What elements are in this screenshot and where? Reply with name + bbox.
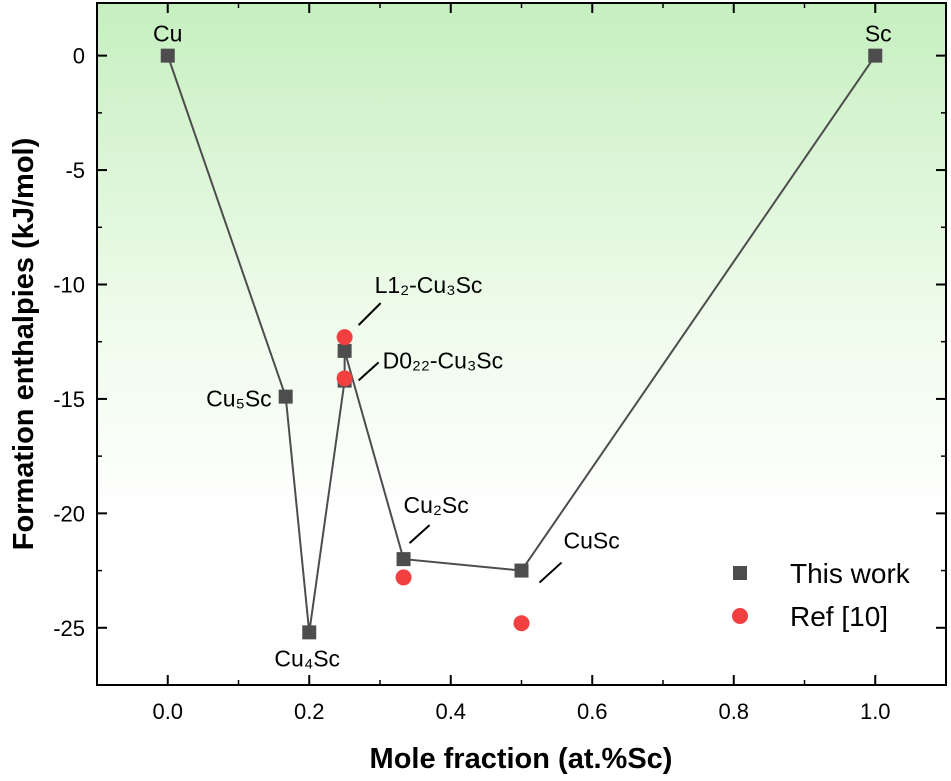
circle-marker [336, 329, 353, 346]
square-marker [396, 552, 411, 567]
circle-marker [395, 569, 412, 586]
y-tick-label: -5 [65, 158, 85, 183]
annotation-label: Sc [865, 21, 892, 47]
legend-entry-label: This work [790, 558, 911, 589]
square-marker [160, 48, 175, 63]
annotation-leader [538, 561, 563, 584]
x-tick-label: 0.8 [718, 699, 749, 724]
y-tick-label: -25 [53, 616, 85, 641]
annotation-label: L1₂-Cu₃Sc [375, 272, 483, 298]
square-marker [514, 563, 529, 578]
annotation-label: Cu₂Sc [404, 492, 469, 518]
square-marker [337, 343, 352, 358]
y-tick-label: -15 [53, 387, 85, 412]
x-axis-title: Mole fraction (at.%Sc) [370, 743, 673, 775]
x-tick-label: 0.4 [435, 699, 466, 724]
plot-frame [96, 2, 947, 686]
annotation-label: Cu₄Sc [274, 645, 340, 671]
axis-tick-labels: 0.0 0.2 0.4 0.6 0.8 1.0 0 -5 -10 -15 -20 -25 [53, 44, 890, 724]
annotation-label: Cu₅Sc [206, 386, 272, 412]
y-tick-label: -10 [53, 272, 85, 297]
x-tick-label: 0.0 [152, 699, 183, 724]
legend-circle-marker [732, 608, 748, 624]
square-marker [868, 48, 883, 63]
annotation-leader [408, 524, 431, 544]
series-markers [160, 48, 883, 640]
annotation-leader [357, 302, 382, 326]
square-marker [278, 389, 293, 404]
x-tick-label: 0.6 [577, 699, 608, 724]
series-lines [166, 55, 877, 633]
circle-marker [336, 370, 353, 387]
circle-marker [513, 615, 530, 632]
square-marker [302, 625, 317, 640]
y-axis-title: Formation enthalpies (kJ/mol) [8, 138, 40, 551]
y-tick-label: 0 [73, 44, 85, 69]
annotation-label: Cu [153, 21, 182, 47]
legend: This work Ref [10] [732, 558, 911, 632]
legend-square-marker [733, 566, 747, 580]
annotation-label: CuSc [564, 528, 620, 554]
legend-entry-label: Ref [10] [790, 601, 888, 632]
x-tick-label: 1.0 [860, 699, 891, 724]
x-tick-label: 0.2 [294, 699, 325, 724]
annotation-label: D0₂₂-Cu₃Sc [383, 347, 504, 373]
y-tick-label: -20 [53, 501, 85, 526]
axis-ticks [96, 3, 947, 686]
annotation-leader [357, 361, 380, 382]
series-line-0 [166, 55, 877, 633]
point-annotations: Cu ScCu₅ScCu₄ScL1₂-Cu₃ScD0₂₂-Cu₃ScCu₂ScCu… [153, 21, 892, 672]
